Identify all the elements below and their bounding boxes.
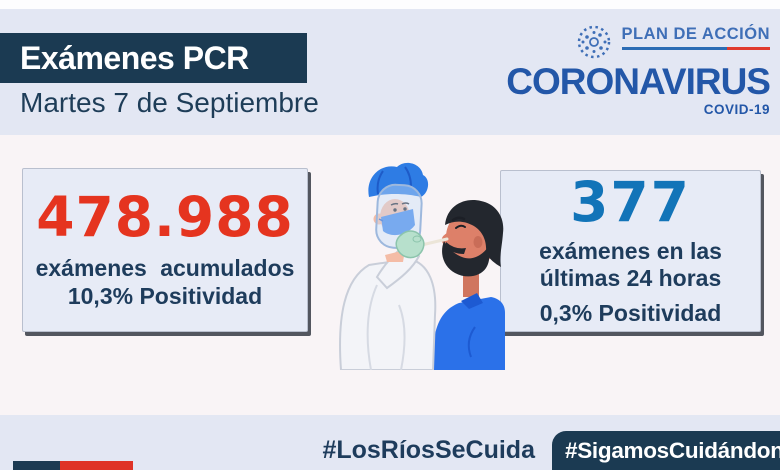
brand-name: CORONAVIRUS — [506, 61, 771, 102]
gov-bar-navy — [13, 461, 60, 470]
plan-title-group: PLAN DE ACCIÓN — [621, 24, 770, 50]
hashtag-losrios: #LosRíosSeCuida — [322, 436, 535, 464]
last24h-exams-value: 377 — [570, 169, 691, 234]
flag-underline — [621, 47, 770, 50]
plan-label: PLAN DE ACCIÓN — [621, 25, 770, 43]
gov-bar-red — [60, 461, 133, 470]
title-banner: Exámenes PCR — [0, 33, 307, 83]
government-logo-bars — [13, 461, 133, 470]
accumulated-exams-label: exámenes acumulados — [35, 254, 295, 281]
coronavirus-action-plan-logo: PLAN DE ACCIÓN CORONAVIRUS COVID-19 — [506, 24, 771, 117]
last24h-label-line1: exámenes en las — [539, 237, 722, 264]
plan-row: PLAN DE ACCIÓN — [570, 24, 770, 60]
nasal-swab-illustration — [339, 162, 505, 370]
nurse-figure — [339, 162, 437, 370]
last24h-exams-card: 377 exámenes en las últimas 24 horas 0,3… — [500, 170, 761, 332]
brand-subtitle: COVID-19 — [703, 102, 770, 117]
accumulated-positivity-label: 10,3% Positividad — [67, 282, 263, 309]
hashtag-banner: #SigamosCuidándonos — [552, 431, 780, 470]
last24h-label-line2: últimas 24 horas — [539, 265, 722, 292]
hashtag-sigamos: #SigamosCuidándonos — [565, 437, 780, 463]
page-title: Exámenes PCR — [20, 39, 249, 76]
virus-icon — [577, 25, 610, 59]
accumulated-exams-card: 478.988 exámenes acumulados 10,3% Positi… — [22, 168, 308, 332]
patient-figure — [432, 200, 505, 370]
last24h-positivity-label: 0,3% Positividad — [539, 299, 722, 326]
accumulated-exams-value: 478.988 — [36, 184, 294, 249]
top-margin-strip — [0, 0, 780, 9]
date-label: Martes 7 de Septiembre — [20, 87, 319, 118]
